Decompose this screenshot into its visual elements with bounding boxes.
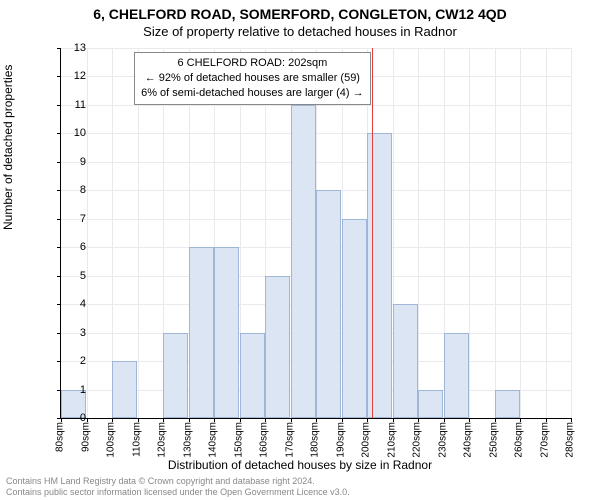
gridline-v (571, 48, 572, 418)
ytick-label: 12 (46, 70, 86, 82)
xtick-label: 140sqm (208, 422, 219, 458)
xtick-label: 110sqm (131, 422, 142, 457)
callout-line3: 6% of semi-detached houses are larger (4… (141, 86, 364, 101)
histogram-bar (112, 361, 137, 418)
footer-line-2: Contains public sector information licen… (6, 487, 350, 498)
histogram-bar (367, 133, 392, 418)
xtick-label: 200sqm (361, 422, 372, 458)
chart-subtitle: Size of property relative to detached ho… (0, 22, 600, 39)
footer-attribution: Contains HM Land Registry data © Crown c… (6, 476, 350, 498)
histogram-bar (495, 390, 520, 418)
callout-line1: 6 CHELFORD ROAD: 202sqm (141, 56, 364, 71)
xtick-label: 130sqm (182, 422, 193, 458)
xtick-label: 240sqm (463, 422, 474, 458)
xtick-label: 220sqm (412, 422, 423, 458)
ytick-label: 2 (46, 355, 86, 367)
gridline-v (520, 48, 521, 418)
xtick-label: 100sqm (106, 422, 117, 458)
ytick-label: 5 (46, 270, 86, 282)
xtick-label: 180sqm (310, 422, 321, 458)
callout-box: 6 CHELFORD ROAD: 202sqm← 92% of detached… (134, 52, 371, 105)
xtick-label: 190sqm (335, 422, 346, 458)
gridline-v (469, 48, 470, 418)
xtick-label: 260sqm (514, 422, 525, 458)
xtick-label: 250sqm (488, 422, 499, 458)
histogram-bar (265, 276, 290, 418)
ytick-label: 8 (46, 184, 86, 196)
histogram-bar (342, 219, 367, 418)
xtick-label: 170sqm (284, 422, 295, 458)
histogram-bar (189, 247, 214, 418)
ytick-label: 1 (46, 384, 86, 396)
gridline-v (495, 48, 496, 418)
footer-line-1: Contains HM Land Registry data © Crown c… (6, 476, 350, 487)
xtick-label: 230sqm (437, 422, 448, 458)
histogram-bar (418, 390, 443, 418)
xtick-label: 160sqm (259, 422, 270, 458)
xtick-label: 280sqm (565, 422, 576, 458)
xtick-label: 150sqm (233, 422, 244, 458)
xtick-label: 210sqm (386, 422, 397, 458)
histogram-bar (214, 247, 239, 418)
histogram-bar (393, 304, 418, 418)
ytick-label: 11 (46, 99, 86, 111)
xtick-label: 120sqm (157, 422, 168, 458)
y-axis-label: Number of detached properties (1, 65, 15, 230)
ytick-label: 10 (46, 127, 86, 139)
gridline-v (87, 48, 88, 418)
xtick-label: 80sqm (55, 422, 66, 452)
xtick-label: 90sqm (80, 422, 91, 452)
marker-line (372, 48, 373, 418)
histogram-bar (444, 333, 469, 418)
ytick-label: 9 (46, 156, 86, 168)
callout-line2: ← 92% of detached houses are smaller (59… (141, 71, 364, 86)
ytick-label: 3 (46, 327, 86, 339)
histogram-bar (291, 105, 316, 418)
gridline-v (418, 48, 419, 418)
gridline-v (546, 48, 547, 418)
histogram-bar (240, 333, 265, 418)
chart-title: 6, CHELFORD ROAD, SOMERFORD, CONGLETON, … (0, 0, 600, 22)
ytick-label: 13 (46, 42, 86, 54)
histogram-bar (163, 333, 188, 418)
ytick-label: 4 (46, 298, 86, 310)
xtick-label: 270sqm (539, 422, 550, 458)
ytick-label: 6 (46, 241, 86, 253)
histogram-bar (316, 190, 341, 418)
ytick-label: 7 (46, 213, 86, 225)
x-axis-label: Distribution of detached houses by size … (0, 458, 600, 472)
